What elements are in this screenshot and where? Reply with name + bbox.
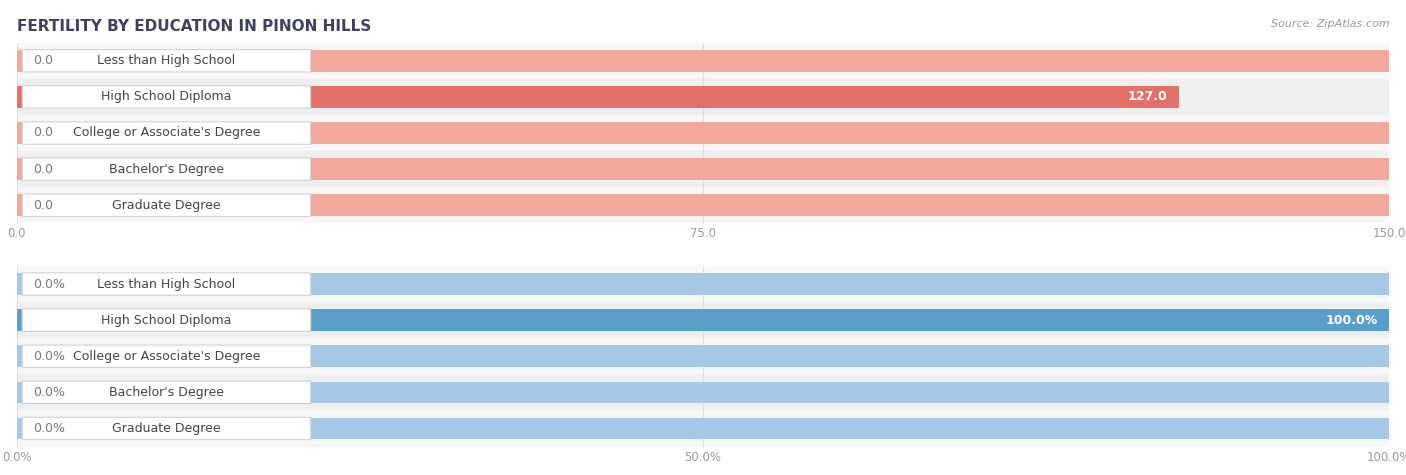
Text: 0.0: 0.0	[34, 199, 53, 212]
Text: College or Associate's Degree: College or Associate's Degree	[73, 126, 260, 140]
FancyBboxPatch shape	[22, 345, 311, 368]
Text: 0.0%: 0.0%	[34, 386, 65, 399]
Text: Graduate Degree: Graduate Degree	[112, 199, 221, 212]
Text: 0.0%: 0.0%	[34, 422, 65, 435]
Text: Bachelor's Degree: Bachelor's Degree	[108, 162, 224, 176]
Text: Graduate Degree: Graduate Degree	[112, 422, 221, 435]
Text: Less than High School: Less than High School	[97, 277, 236, 291]
FancyBboxPatch shape	[22, 309, 311, 332]
Bar	[17, 381, 1389, 403]
Bar	[17, 86, 1178, 108]
Bar	[17, 50, 1389, 72]
Bar	[17, 374, 1389, 410]
Text: High School Diploma: High School Diploma	[101, 90, 232, 104]
Bar	[17, 158, 1389, 180]
Bar	[17, 302, 1389, 338]
Bar	[17, 338, 1389, 374]
Bar	[17, 79, 1389, 115]
FancyBboxPatch shape	[22, 122, 311, 144]
FancyBboxPatch shape	[22, 381, 311, 404]
FancyBboxPatch shape	[22, 86, 311, 108]
Text: 0.0: 0.0	[34, 126, 53, 140]
Bar	[17, 43, 1389, 79]
Text: 0.0%: 0.0%	[34, 277, 65, 291]
Text: Less than High School: Less than High School	[97, 54, 236, 67]
FancyBboxPatch shape	[22, 49, 311, 72]
Text: 100.0%: 100.0%	[1326, 314, 1378, 327]
FancyBboxPatch shape	[22, 273, 311, 295]
Bar	[17, 122, 1389, 144]
Text: High School Diploma: High School Diploma	[101, 314, 232, 327]
Bar	[17, 151, 1389, 187]
Bar	[17, 266, 1389, 302]
Bar	[17, 410, 1389, 446]
Text: 0.0: 0.0	[34, 162, 53, 176]
Text: Source: ZipAtlas.com: Source: ZipAtlas.com	[1271, 19, 1389, 29]
Bar	[17, 115, 1389, 151]
Bar	[17, 187, 1389, 223]
Text: FERTILITY BY EDUCATION IN PINON HILLS: FERTILITY BY EDUCATION IN PINON HILLS	[17, 19, 371, 34]
Text: 0.0%: 0.0%	[34, 350, 65, 363]
Bar	[17, 194, 1389, 216]
FancyBboxPatch shape	[22, 194, 311, 217]
FancyBboxPatch shape	[22, 417, 311, 440]
Bar	[17, 418, 1389, 439]
Text: College or Associate's Degree: College or Associate's Degree	[73, 350, 260, 363]
Text: Bachelor's Degree: Bachelor's Degree	[108, 386, 224, 399]
Bar	[17, 273, 1389, 295]
Bar	[17, 345, 1389, 367]
Text: 0.0: 0.0	[34, 54, 53, 67]
Bar	[17, 309, 1389, 331]
Text: 127.0: 127.0	[1128, 90, 1168, 104]
FancyBboxPatch shape	[22, 158, 311, 180]
